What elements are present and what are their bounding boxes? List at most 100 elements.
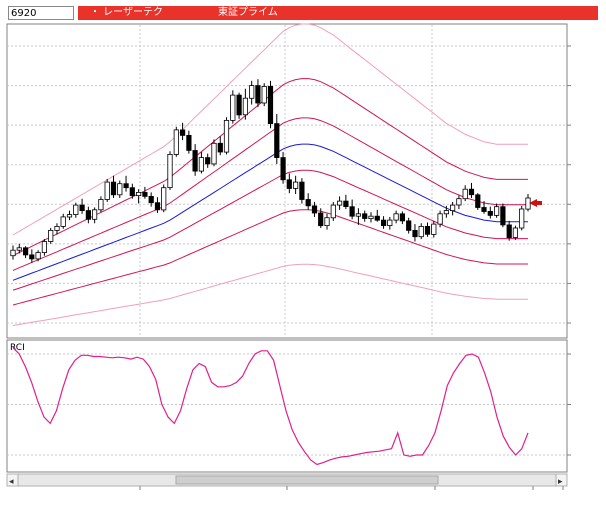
candle-body xyxy=(249,85,255,99)
envelope-line xyxy=(12,209,528,306)
candle-body xyxy=(236,94,242,116)
candle-body xyxy=(267,86,274,125)
chevron-right-icon: ▸ xyxy=(558,477,563,487)
candle-body xyxy=(173,129,179,155)
candle-body xyxy=(66,214,73,218)
candle-body xyxy=(512,227,519,238)
candlesticks xyxy=(10,79,531,263)
candle-body xyxy=(22,247,29,256)
candle-body xyxy=(506,224,512,238)
candle-body xyxy=(123,183,129,189)
price-axis xyxy=(567,45,571,324)
moving-average xyxy=(12,143,528,281)
candle-body xyxy=(167,153,173,188)
current-price-marker xyxy=(537,201,542,205)
candle-body xyxy=(274,123,280,158)
candle-body xyxy=(98,199,104,211)
rci-label: RCI xyxy=(10,343,25,353)
candle-body xyxy=(230,94,236,121)
candle-body xyxy=(85,210,91,220)
candle-body xyxy=(412,229,418,238)
candle-body xyxy=(462,188,468,200)
price-grid xyxy=(7,25,567,471)
candle-body xyxy=(519,208,525,229)
candle-body xyxy=(242,97,248,116)
candle-body xyxy=(205,157,211,165)
candle-body xyxy=(336,200,343,206)
candle-body xyxy=(223,120,230,153)
candle-body xyxy=(481,207,487,212)
envelope-line xyxy=(12,117,528,271)
candle-body xyxy=(500,206,506,226)
candle-body xyxy=(305,199,311,207)
candle-body xyxy=(406,220,412,231)
candle-body xyxy=(311,205,318,214)
candle-body xyxy=(349,206,355,217)
candle-body xyxy=(10,249,16,257)
candle-body xyxy=(48,229,54,242)
scroll-left-button[interactable] xyxy=(6,473,19,487)
rci-axis xyxy=(567,353,571,456)
envelope-line xyxy=(12,23,528,236)
rci-line xyxy=(12,347,529,466)
candle-body xyxy=(368,215,374,219)
candle-body xyxy=(387,219,393,227)
candle-body xyxy=(148,195,154,204)
candle-body xyxy=(129,187,135,196)
candle-body xyxy=(324,217,330,226)
candle-body xyxy=(418,225,424,238)
candle-body xyxy=(211,142,217,165)
candle-body xyxy=(449,204,456,212)
candle-body xyxy=(79,204,85,212)
candle-body xyxy=(35,252,41,260)
candle-body xyxy=(198,157,204,172)
candle-body xyxy=(117,183,123,196)
candle-body xyxy=(29,254,35,260)
market-name: 東証プライム xyxy=(218,7,278,18)
rci-panel xyxy=(6,339,568,473)
candle-body xyxy=(92,209,98,220)
rci-polyline xyxy=(12,347,529,466)
candle-body xyxy=(299,181,305,200)
candle-body xyxy=(468,188,475,196)
envelope-line xyxy=(12,169,528,291)
candle-body xyxy=(41,241,48,254)
candle-body xyxy=(493,206,500,216)
candle-body xyxy=(431,223,437,235)
stock-name: ・ レーザーテク xyxy=(90,7,163,18)
candle-body xyxy=(355,213,362,217)
candle-body xyxy=(437,213,443,225)
envelope-line xyxy=(12,263,528,326)
candle-body xyxy=(475,194,481,208)
candle-body xyxy=(380,219,387,227)
candle-body xyxy=(399,213,406,222)
candle-body xyxy=(217,142,223,153)
rci-grid xyxy=(7,353,567,456)
candle-body xyxy=(374,215,380,221)
ma-line xyxy=(12,143,528,281)
candle-body xyxy=(179,129,186,136)
candle-body xyxy=(424,225,431,235)
candle-body xyxy=(104,181,110,200)
time-axis xyxy=(139,486,564,490)
candle-body xyxy=(142,191,148,197)
candle-body xyxy=(330,204,336,219)
candle-body xyxy=(443,210,450,215)
candle-body xyxy=(487,210,493,216)
stock-code-field[interactable]: 6920 xyxy=(8,6,74,20)
candle-body xyxy=(255,85,261,104)
candle-body xyxy=(54,225,60,231)
candle-body xyxy=(343,200,349,208)
candle-body xyxy=(186,134,192,151)
scroll-thumb[interactable] xyxy=(175,475,439,485)
candle-body xyxy=(286,179,292,189)
candle-body xyxy=(318,212,324,227)
candle-body xyxy=(525,197,531,210)
stock-info-bar: ・ レーザーテク 東証プライム xyxy=(78,6,598,20)
candle-body xyxy=(280,157,286,181)
candle-body xyxy=(456,198,462,206)
chevron-left-icon: ◂ xyxy=(9,477,14,487)
scroll-right-button[interactable] xyxy=(555,473,568,487)
